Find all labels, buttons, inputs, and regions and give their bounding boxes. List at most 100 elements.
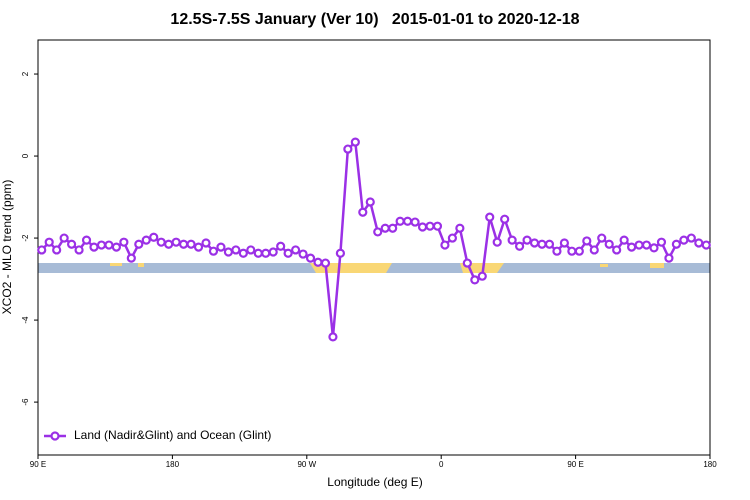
- data-point: [171, 237, 181, 247]
- data-point: [589, 245, 599, 255]
- data-point: [559, 238, 570, 248]
- data-point: [134, 239, 144, 249]
- data-point: [66, 239, 77, 249]
- data-point: [500, 214, 510, 224]
- data-point: [537, 239, 547, 249]
- data-point: [388, 223, 398, 233]
- y-tick-label: -6: [21, 398, 30, 406]
- data-point: [216, 242, 226, 252]
- x-tick-label: 90 E: [567, 460, 583, 469]
- data-point: [298, 249, 308, 259]
- data-point: [96, 240, 107, 250]
- data-point: [223, 247, 233, 257]
- data-point: [544, 239, 555, 249]
- data-point: [335, 248, 345, 258]
- y-tick-label: 2: [21, 71, 30, 76]
- data-point: [694, 238, 704, 248]
- data-point: [320, 258, 331, 268]
- data-point: [358, 207, 368, 217]
- data-point: [164, 239, 174, 249]
- data-point: [656, 237, 667, 247]
- data-point: [119, 237, 129, 247]
- data-point: [701, 240, 711, 250]
- x-tick-label: 180: [703, 460, 717, 469]
- data-point: [574, 246, 584, 256]
- x-tick-label: 180: [166, 460, 180, 469]
- data-point: [679, 235, 689, 245]
- data-point: [141, 235, 151, 245]
- data-point: [626, 242, 637, 252]
- data-point: [328, 332, 338, 342]
- data-point: [634, 240, 644, 250]
- data-point: [208, 246, 219, 256]
- data-point: [440, 240, 450, 250]
- data-point: [59, 233, 69, 243]
- data-point: [246, 245, 256, 255]
- data-point: [126, 253, 136, 263]
- data-point: [305, 253, 316, 263]
- data-point: [104, 240, 114, 250]
- legend-marker: [50, 431, 60, 441]
- data-point: [425, 221, 435, 231]
- data-point: [89, 242, 99, 252]
- data-point: [365, 197, 375, 207]
- data-point: [686, 233, 696, 243]
- data-point: [597, 233, 607, 243]
- data-point: [455, 223, 465, 233]
- data-point: [283, 248, 293, 258]
- data-point: [238, 248, 248, 258]
- data-point: [403, 216, 413, 226]
- data-point: [649, 243, 659, 253]
- y-tick-label: 0: [21, 153, 30, 158]
- y-axis-label: XCO2 - MLO trend (ppm): [0, 180, 14, 315]
- data-point: [417, 222, 428, 232]
- chart-title: 12.5S-7.5S January (Ver 10) 2015-01-01 t…: [170, 11, 579, 28]
- data-point: [179, 239, 189, 249]
- data-point: [567, 246, 577, 256]
- data-point: [231, 245, 241, 255]
- data-point: [477, 271, 487, 281]
- legend-label: Land (Nadir&Glint) and Ocean (Glint): [74, 428, 271, 442]
- data-point: [671, 239, 682, 249]
- data-point: [350, 137, 360, 147]
- data-point: [81, 235, 92, 245]
- data-point: [664, 253, 674, 263]
- data-point: [268, 247, 278, 257]
- data-point: [343, 144, 353, 154]
- data-point: [612, 245, 622, 255]
- data-point: [261, 248, 271, 258]
- data-point: [485, 212, 495, 222]
- data-point: [149, 232, 159, 242]
- data-point: [619, 235, 629, 245]
- data-point: [37, 245, 47, 255]
- data-point: [432, 221, 443, 231]
- data-point: [470, 275, 480, 285]
- data-point: [604, 239, 614, 249]
- data-point: [276, 241, 286, 251]
- data-point: [253, 248, 263, 258]
- data-point: [380, 223, 390, 233]
- data-point: [395, 216, 405, 226]
- data-point: [529, 238, 540, 248]
- data-point: [641, 240, 652, 250]
- data-point: [74, 245, 84, 255]
- data-point: [462, 258, 472, 268]
- data-point: [186, 239, 196, 249]
- x-tick-label: 90 E: [30, 460, 46, 469]
- data-point: [373, 227, 383, 237]
- series-line: [40, 139, 707, 338]
- data-point: [492, 237, 502, 247]
- data-point: [507, 235, 517, 245]
- data-point: [156, 237, 166, 247]
- data-point: [410, 217, 420, 227]
- y-tick-label: -4: [21, 316, 30, 324]
- data-point: [291, 245, 301, 255]
- data-point: [44, 237, 54, 247]
- data-point: [201, 238, 211, 248]
- data-point: [313, 257, 323, 267]
- x-tick-label: 90 W: [297, 460, 316, 469]
- data-point: [447, 233, 457, 243]
- data-point: [582, 236, 592, 246]
- data-point: [193, 242, 204, 252]
